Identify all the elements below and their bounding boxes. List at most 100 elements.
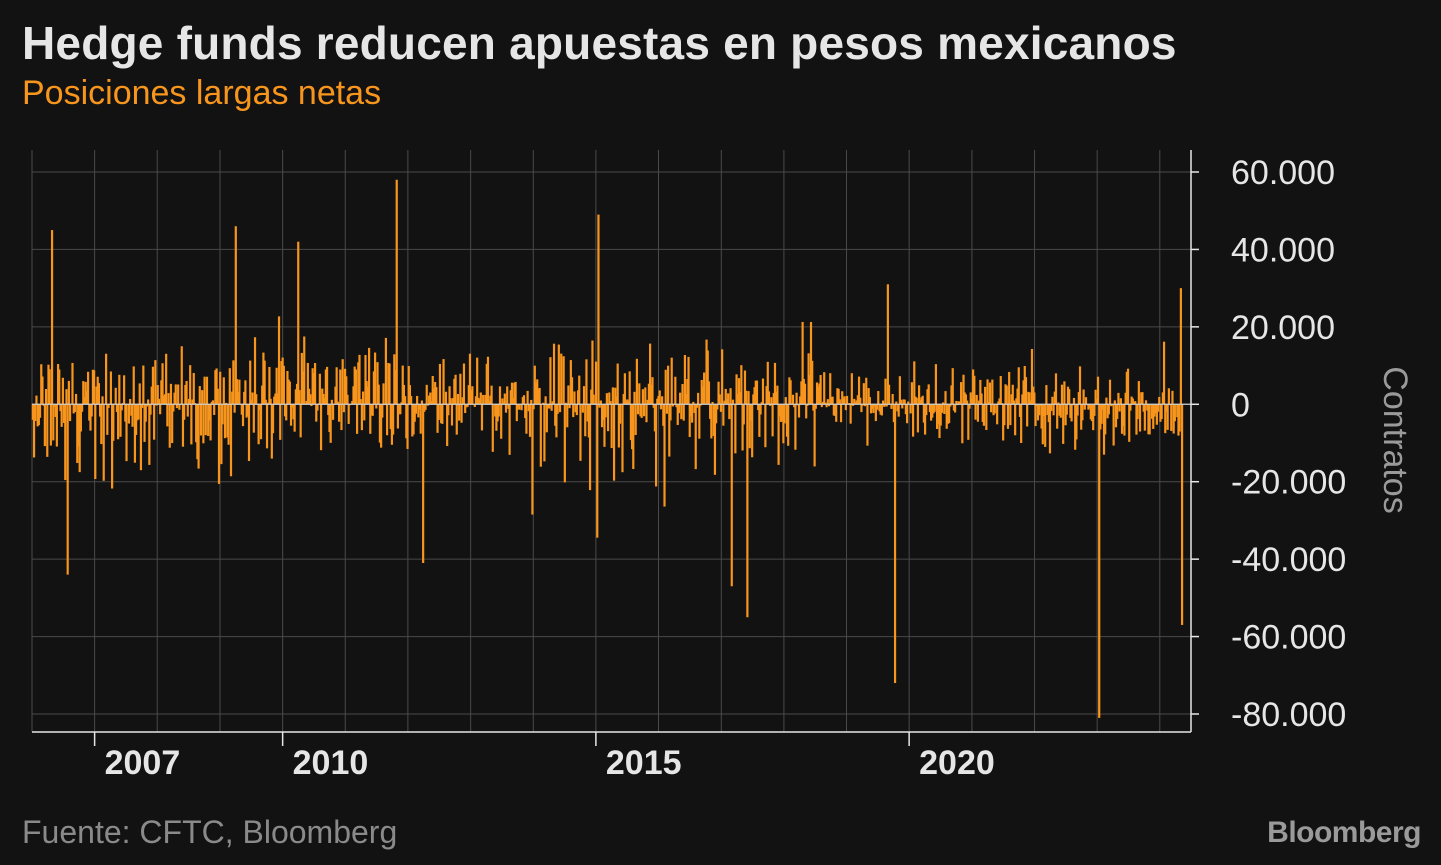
chart-bar — [480, 404, 484, 431]
chart-bar — [560, 353, 563, 405]
chart-bar — [223, 404, 227, 439]
chart-bar — [1056, 404, 1059, 429]
chart-bar — [942, 402, 945, 405]
chart-bar — [641, 389, 644, 405]
chart-bar — [192, 373, 195, 405]
chart-bar — [398, 404, 401, 415]
chart-bar — [546, 404, 550, 408]
chart-bar — [873, 404, 876, 407]
chart-bar — [401, 365, 404, 405]
chart-bar — [400, 402, 403, 405]
chart-bar — [650, 384, 653, 405]
chart-bar — [658, 390, 661, 405]
chart-bar — [172, 404, 175, 412]
chart-bar — [777, 404, 780, 465]
chart-bar — [693, 404, 696, 413]
chart-bar — [64, 404, 67, 481]
chart-bar — [526, 390, 529, 405]
chart-bar — [1009, 404, 1012, 426]
chart-bar — [761, 378, 765, 405]
chart-bar — [1113, 400, 1116, 405]
chart-bar — [1142, 404, 1145, 412]
chart-bar — [599, 400, 602, 405]
chart-bar — [293, 404, 296, 432]
chart-bar — [1110, 404, 1113, 407]
chart-bar — [644, 387, 647, 405]
chart-bar — [915, 397, 918, 405]
chart-bar — [920, 397, 923, 405]
chart-bar — [426, 404, 430, 406]
chart-bar — [813, 404, 816, 467]
chart-bar — [653, 404, 656, 432]
chart-bar — [388, 363, 391, 405]
chart-bar — [656, 398, 659, 405]
chart-bar — [297, 241, 300, 405]
chart-bar — [604, 404, 607, 418]
chart-bar — [797, 404, 801, 418]
chart-bar — [837, 388, 840, 405]
chart-bar — [127, 404, 131, 424]
chart-bar — [489, 395, 492, 405]
chart-bar — [101, 396, 104, 405]
chart-bar — [1126, 368, 1130, 405]
chart-bar — [1160, 404, 1163, 420]
chart-bar — [66, 404, 69, 575]
chart-bar — [516, 404, 520, 409]
chart-bar — [312, 372, 315, 405]
chart-bar — [58, 369, 61, 405]
chart-bar — [435, 387, 438, 405]
chart-bar — [807, 353, 810, 405]
chart-bar — [407, 365, 410, 405]
chart-bar — [72, 404, 75, 414]
chart-bar — [591, 340, 594, 405]
chart-bar — [249, 360, 252, 405]
chart-bar — [1040, 404, 1043, 429]
chart-bar — [946, 404, 950, 424]
chart-bar — [715, 404, 718, 424]
chart-bar — [717, 381, 720, 405]
chart-bar — [910, 382, 913, 405]
chart-bar — [669, 404, 672, 421]
chart-bar — [709, 404, 712, 419]
chart-bar — [363, 404, 366, 421]
chart-bar — [470, 390, 473, 405]
chart-bar — [564, 402, 568, 405]
chart-bar — [336, 401, 339, 405]
chart-bar — [917, 385, 921, 405]
chart-bar — [1153, 404, 1156, 417]
chart-bar — [674, 376, 677, 405]
chart-bar — [406, 404, 409, 449]
chart-bar — [1050, 404, 1053, 411]
chart-bar — [341, 359, 344, 405]
chart-bar — [151, 366, 155, 405]
chart-bar — [80, 404, 84, 412]
chart-bar — [1046, 404, 1049, 416]
chart-bar — [490, 385, 493, 405]
chart-bar — [327, 404, 330, 416]
chart-bar — [464, 404, 467, 414]
chart-bar — [368, 347, 371, 405]
chart-bar — [833, 404, 837, 416]
chart-bar — [267, 402, 270, 405]
chart-bar — [424, 404, 427, 410]
chart-bar — [1137, 381, 1140, 405]
chart-bar — [1026, 404, 1029, 427]
chart-bar — [794, 404, 797, 450]
chart-bar — [244, 380, 247, 405]
chart-bar — [37, 404, 40, 426]
chart-bar — [795, 392, 798, 405]
chart-bar — [65, 389, 68, 405]
chart-bar — [638, 383, 641, 405]
chart-bar — [508, 404, 511, 455]
chart-bar — [1066, 386, 1070, 405]
chart-bar — [1047, 404, 1050, 423]
chart-bar — [527, 404, 530, 412]
chart-bar — [667, 365, 670, 405]
chart-bar — [460, 404, 463, 423]
chart-bar — [377, 384, 380, 405]
chart-bar — [210, 401, 213, 405]
chart-bar — [411, 404, 414, 437]
chart-bar — [783, 404, 786, 424]
chart-bar — [752, 394, 755, 405]
chart-bar — [788, 377, 791, 405]
